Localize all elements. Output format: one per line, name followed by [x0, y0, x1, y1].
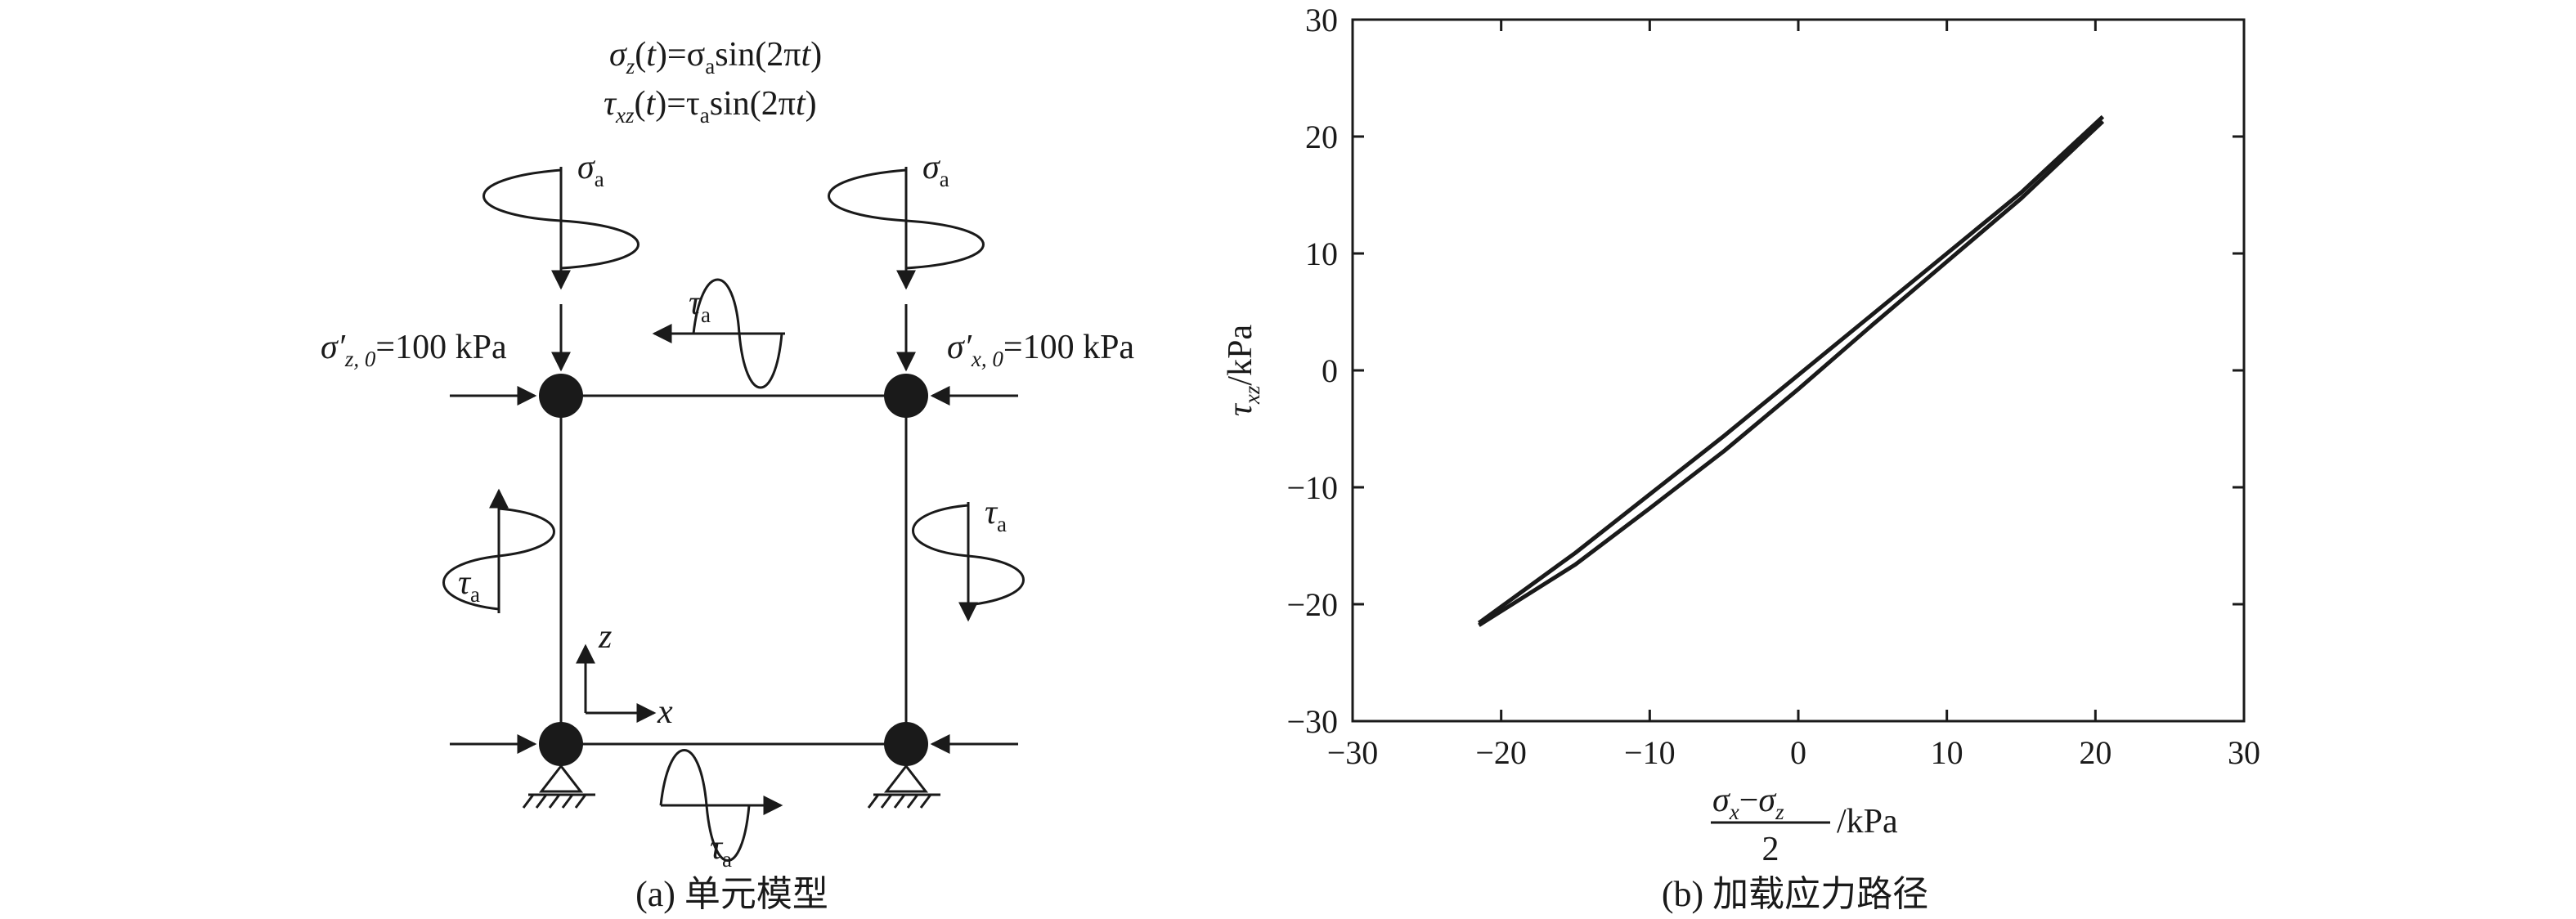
- node-bottom-left: [539, 722, 583, 766]
- pin-support-right-icon: [867, 764, 940, 809]
- x-tick-label: 30: [2228, 734, 2260, 771]
- x-tick-label: −20: [1475, 734, 1527, 771]
- caption-a: (a) 单元模型: [635, 874, 828, 914]
- sine-shear-bottom-icon: [659, 749, 783, 862]
- tau-a-label-top: τa: [689, 285, 711, 327]
- svg-text:σx−σz: σx−σz: [1712, 782, 1784, 824]
- series-layer: [1477, 114, 2105, 627]
- node-top-right: [884, 374, 928, 418]
- sigma-equation: σz(t)=σasin(2πt): [609, 36, 822, 78]
- y-tick-label: 30: [1305, 2, 1338, 38]
- sine-shear-top-icon: [652, 278, 785, 389]
- y-tick-label: −10: [1286, 469, 1338, 506]
- sine-shear-right-icon: [912, 502, 1025, 622]
- stress-path-chart: −30 −20 −10 0 10 20 30 −30 −20 −10 0 10 20 30 τxz/kPa…: [1222, 2, 2260, 914]
- x-tick-label: 0: [1790, 734, 1806, 771]
- node-bottom-right: [884, 722, 928, 766]
- y-tick-label: −30: [1286, 703, 1338, 740]
- element-frame: [559, 394, 908, 746]
- tau-a-label-left: τa: [458, 564, 480, 607]
- axis-ticks: −30 −20 −10 0 10 20 30 −30 −20 −10 0 10 20 30: [1286, 2, 2260, 771]
- y-tick-label: 0: [1322, 352, 1338, 389]
- y-tick-label: 20: [1305, 119, 1338, 155]
- confining-label-left: σ′z, 0=100 kPa: [321, 329, 507, 371]
- caption-b: (b) 加载应力路径: [1662, 874, 1928, 914]
- local-axes-icon: [576, 643, 657, 723]
- svg-text:/kPa: /kPa: [1837, 803, 1898, 841]
- svg-text:2: 2: [1762, 831, 1779, 868]
- sigma-a-label-left: σa: [577, 149, 604, 191]
- stress-path-line: [1477, 114, 2105, 625]
- confining-label-right: σ′x, 0=100 kPa: [947, 329, 1134, 371]
- y-tick-label: −20: [1286, 586, 1338, 623]
- x-tick-label: 10: [1931, 734, 1963, 771]
- sine-shear-left-icon: [442, 488, 555, 613]
- stress-path-line: [1478, 119, 2105, 627]
- sigma-a-label-right: σa: [922, 149, 949, 191]
- x-axis-label: σx−σz 2 /kPa: [1711, 782, 1898, 868]
- x-tick-label: 20: [2079, 734, 2112, 771]
- node-top-left: [539, 374, 583, 418]
- tau-equation: τxz(t)=τasin(2πt): [604, 85, 817, 128]
- x-tick-label: −30: [1327, 734, 1379, 771]
- x-tick-label: −10: [1624, 734, 1676, 771]
- sine-load-sigma-right-icon: [828, 167, 985, 290]
- axis-z-label: z: [598, 618, 612, 656]
- tau-a-label-bottom: τa: [710, 829, 732, 872]
- tau-a-label-right: τa: [985, 494, 1007, 536]
- element-model-panel: σz(t)=σasin(2πt) τxz(t)=τasin(2πt): [321, 36, 1134, 914]
- pin-support-left-icon: [522, 764, 595, 809]
- y-tick-label: 10: [1305, 235, 1338, 272]
- sine-load-sigma-left-icon: [482, 167, 640, 290]
- y-axis-label: τxz/kPa: [1222, 325, 1264, 417]
- axis-x-label: x: [657, 693, 673, 731]
